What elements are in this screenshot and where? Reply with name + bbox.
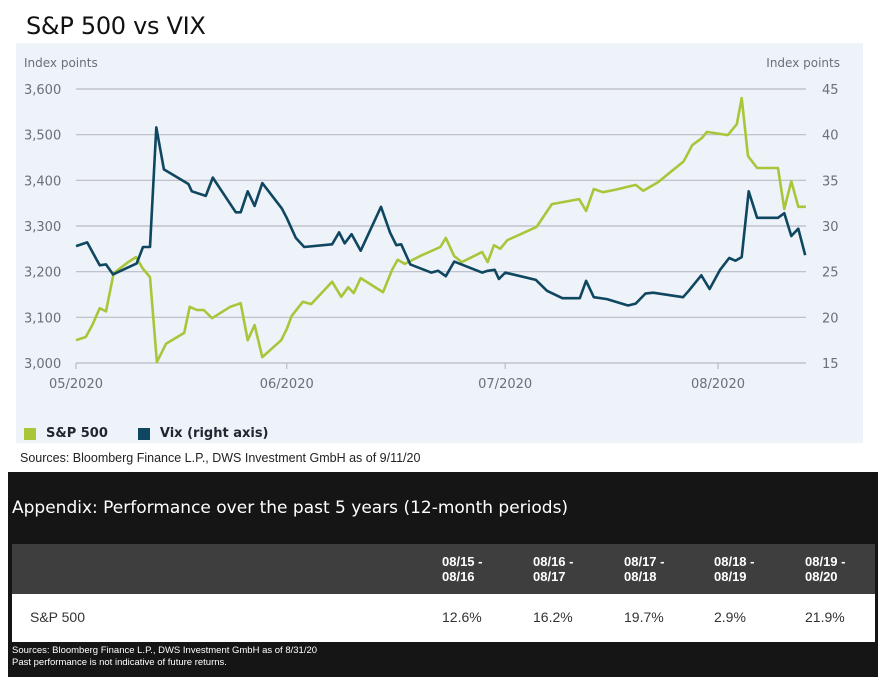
legend-label-vix: Vix (right axis) [159, 426, 269, 441]
legend-swatch-sp500 [24, 427, 36, 440]
chart-source-note: Sources: Bloomberg Finance L.P., DWS Inv… [20, 451, 421, 465]
right-tick-label: 15 [822, 357, 839, 372]
column-header: 08/18 - 08/19 [714, 554, 755, 584]
column-header: 08/17 - 08/18 [624, 554, 665, 584]
left-axis-ticks: 3,000 3,100 3,200 3,300 3,400 3,500 3,600 [24, 83, 61, 372]
right-tick-label: 25 [822, 266, 839, 281]
vix-line [75, 126, 807, 307]
appendix-title: Appendix: Performance over the past 5 ye… [12, 498, 569, 518]
row-label: S&P 500 [30, 609, 86, 625]
table-header-row: 08/15 - 08/16 08/16 - 08/17 08/17 - 08/1… [12, 544, 875, 594]
x-tick-label: 08/2020 [691, 377, 745, 392]
table-cell: 2.9% [714, 609, 746, 625]
table-cell: 16.2% [533, 609, 573, 625]
right-tick-label: 40 [822, 129, 839, 144]
disclaimer-note: Past performance is not indicative of fu… [12, 657, 227, 668]
x-tick-label: 07/2020 [478, 377, 532, 392]
right-axis-ticks: 15 20 25 30 35 40 45 [822, 83, 839, 372]
sp500-line [75, 96, 806, 364]
table-cell: 19.7% [624, 609, 664, 625]
legend-item-sp500: S&P 500 [24, 426, 108, 441]
column-header: 08/16 - 08/17 [533, 554, 574, 584]
left-tick-label: 3,500 [24, 129, 61, 144]
left-tick-label: 3,600 [24, 83, 61, 98]
legend-item-vix: Vix (right axis) [137, 426, 269, 441]
x-axis: 05/2020 06/2020 07/2020 08/2020 [49, 363, 745, 392]
appendix-source-note: Sources: Bloomberg Finance L.P., DWS Inv… [12, 645, 318, 656]
left-axis-title: Index points [24, 56, 98, 70]
legend-label-sp500: S&P 500 [46, 426, 108, 441]
left-tick-label: 3,300 [24, 220, 61, 235]
line-chart: 05/2020 06/2020 07/2020 08/2020 3,0003,1003… [24, 56, 840, 392]
x-tick-label: 05/2020 [49, 377, 103, 392]
chart-title: S&P 500 vs VIX [26, 12, 206, 40]
right-tick-label: 35 [822, 174, 839, 189]
table-cell: 12.6% [442, 609, 482, 625]
left-tick-label: 3,400 [24, 174, 61, 189]
left-tick-label: 3,000 [24, 357, 61, 372]
legend-swatch-vix [137, 427, 150, 440]
column-header: 08/19 - 08/20 [805, 554, 846, 584]
chart-panel: 05/2020 06/2020 07/2020 08/2020 3,000 3,100 3… [16, 43, 863, 443]
right-tick-label: 20 [822, 311, 839, 326]
series-lines [75, 96, 807, 364]
right-tick-label: 45 [822, 83, 839, 98]
table-row: S&P 500 12.6% 16.2% 19.7% 2.9% 21.9% [12, 594, 875, 642]
column-header: 08/15 - 08/16 [442, 554, 483, 584]
right-axis-title: Index points [766, 56, 840, 70]
x-tick-label: 06/2020 [260, 377, 314, 392]
right-tick-label: 30 [822, 220, 839, 235]
chart-legend: S&P 500 Vix (right axis) [24, 426, 269, 441]
left-tick-label: 3,200 [24, 266, 61, 281]
table-cell: 21.9% [805, 609, 845, 625]
left-tick-label: 3,100 [24, 311, 61, 326]
appendix-panel: Appendix: Performance over the past 5 ye… [8, 472, 878, 677]
